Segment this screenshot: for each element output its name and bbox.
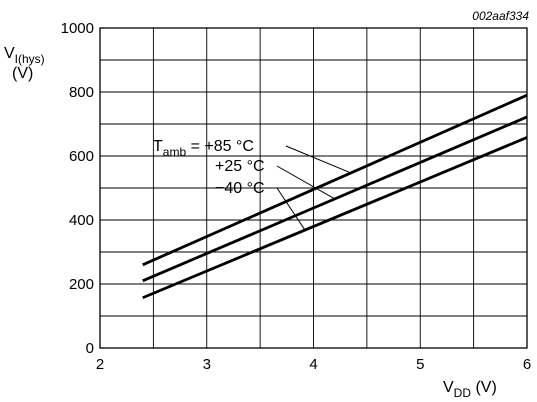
- annotation-leaders: [276, 145, 352, 231]
- y-axis-label-main: V: [4, 45, 15, 62]
- y-tick-label: 0: [86, 340, 94, 357]
- legend-label-25: +25 °C: [215, 158, 265, 175]
- annotation-prefix-main: T: [153, 138, 163, 155]
- series-lines: [142, 93, 528, 300]
- y-tick-label: 800: [69, 84, 94, 101]
- figure-code: 002aaf334: [472, 9, 529, 23]
- series-line-minus40: [142, 136, 528, 300]
- tick-labels: 2 3 4 5 6 0 200 400 600 800 1000: [61, 20, 532, 373]
- plot-frame: [99, 27, 528, 349]
- series-name-85: +85 °C: [204, 138, 254, 155]
- annotation-prefix-eq: =: [186, 138, 204, 155]
- x-axis-label-sub: DD: [454, 386, 472, 400]
- y-axis-label: VI(hys): [4, 45, 45, 66]
- x-axis-label-unit: (V): [471, 379, 497, 396]
- legend-label-minus40: −40 °C: [215, 180, 265, 197]
- legend-label-85: Tamb = +85 °C: [153, 138, 254, 159]
- x-tick-label: 6: [523, 356, 531, 373]
- x-tick-label: 5: [416, 356, 424, 373]
- leader-line-85: [285, 145, 352, 174]
- y-axis-unit: (V): [12, 65, 33, 82]
- y-tick-label: 600: [69, 148, 94, 165]
- y-tick-label: 200: [69, 276, 94, 293]
- leader-line-minus40: [276, 187, 306, 231]
- y-tick-label: 400: [69, 212, 94, 229]
- x-tick-label: 3: [203, 356, 211, 373]
- grid: [100, 28, 527, 348]
- series-line-85: [142, 93, 528, 267]
- y-axis-label-sub: I(hys): [15, 52, 45, 66]
- x-tick-label: 4: [309, 356, 317, 373]
- x-axis-label-main: V: [443, 379, 454, 396]
- annotation-prefix-sub: amb: [163, 145, 187, 159]
- x-tick-label: 2: [96, 356, 104, 373]
- x-axis-label: VDD (V): [443, 379, 497, 400]
- leader-line-25: [276, 165, 336, 200]
- y-tick-label: 1000: [61, 20, 94, 37]
